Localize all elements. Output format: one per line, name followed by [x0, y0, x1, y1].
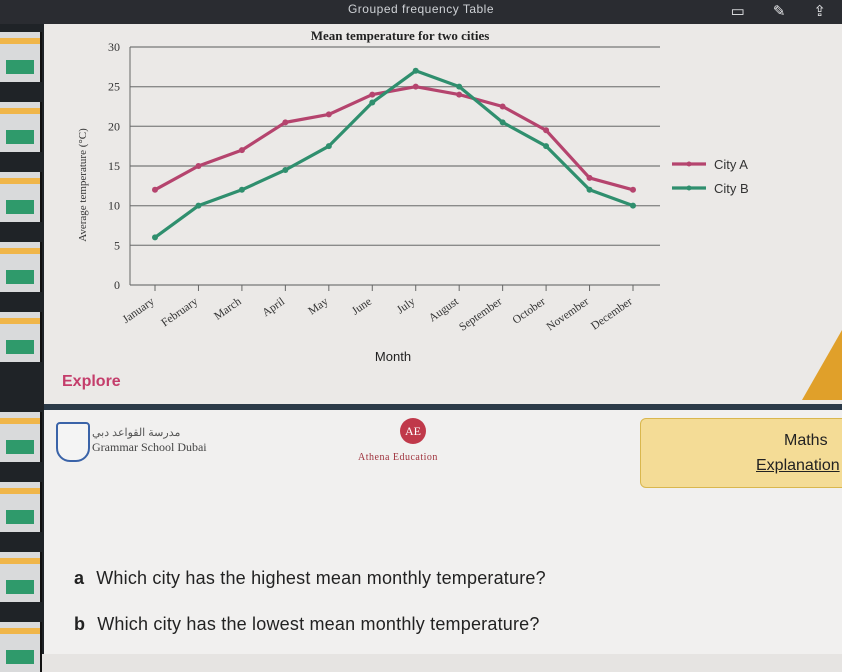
screen-icon[interactable]: ▭ — [730, 3, 745, 20]
question-label: b — [74, 614, 86, 634]
slide-thumbnail[interactable] — [0, 102, 42, 152]
slide-thumbnail[interactable] — [0, 32, 42, 82]
y-tick-label: 10 — [108, 199, 120, 213]
data-point — [586, 174, 593, 181]
data-point — [238, 186, 245, 193]
question-text: Which city has the highest mean monthly … — [96, 568, 546, 588]
data-point — [543, 143, 550, 150]
series-line — [154, 69, 634, 239]
x-tick-label: September — [457, 296, 504, 334]
slide-thumbnail[interactable] — [0, 552, 42, 602]
x-tick-label: October — [511, 296, 548, 327]
divider-bar — [44, 404, 842, 410]
slide-thumbnail[interactable] — [0, 312, 42, 362]
slide-thumbnail[interactable] — [0, 412, 42, 462]
x-tick-label: May — [306, 295, 330, 317]
section-label: Explanation — [756, 457, 840, 474]
school-name: Grammar School Dubai — [92, 440, 207, 454]
athena-education-text: Athena Education — [358, 452, 438, 463]
y-tick-label: 0 — [114, 278, 120, 292]
decorative-corner — [802, 330, 842, 400]
data-point — [630, 202, 636, 209]
explore-label: Explore — [62, 373, 121, 390]
y-tick-label: 15 — [108, 159, 120, 173]
data-point — [195, 202, 202, 209]
slide-thumbnail[interactable] — [0, 242, 42, 292]
data-point — [152, 234, 158, 241]
school-crest-icon — [56, 422, 90, 462]
slide-canvas — [44, 24, 842, 410]
x-tick-label: July — [395, 295, 418, 316]
share-icon[interactable]: ⇪ — [813, 3, 826, 20]
x-tick-label: November — [545, 296, 592, 334]
y-axis-label: Average temperature (°C) — [77, 128, 89, 242]
window-title: Grouped frequency Table — [347, 2, 495, 16]
y-tick-label: 20 — [108, 119, 120, 133]
data-point — [543, 127, 550, 134]
x-axis-label: Month — [375, 349, 411, 364]
x-tick-label: December — [589, 296, 635, 333]
data-point — [499, 119, 506, 126]
data-point — [195, 163, 202, 169]
data-point — [369, 91, 376, 98]
data-point — [152, 186, 158, 193]
question-b: b Which city has the lowest mean monthly … — [74, 614, 540, 635]
data-point — [630, 186, 636, 193]
x-tick-label: August — [427, 295, 462, 324]
data-point — [325, 111, 332, 118]
data-point — [282, 166, 289, 173]
legend-marker — [686, 185, 692, 191]
slide-thumbnails — [0, 24, 44, 672]
question-a: a Which city has the highest mean monthly… — [74, 568, 546, 589]
y-tick-label: 5 — [114, 238, 120, 252]
subject-box — [640, 418, 842, 488]
data-point — [282, 119, 289, 126]
data-point — [238, 147, 245, 154]
x-tick-label: January — [121, 295, 157, 325]
y-tick-label: 25 — [108, 80, 120, 94]
slide-thumbnail[interactable] — [0, 172, 42, 222]
question-text: Which city has the lowest mean monthly t… — [97, 614, 540, 634]
data-point — [586, 186, 593, 193]
chart-title: Mean temperature for two cities — [311, 28, 490, 43]
data-point — [456, 91, 463, 98]
series-line — [154, 85, 634, 192]
y-tick-label: 30 — [108, 40, 120, 54]
data-point — [499, 103, 506, 110]
x-tick-label: February — [159, 295, 200, 329]
x-tick-label: April — [260, 296, 287, 320]
data-point — [412, 83, 419, 90]
subject-label: Maths — [784, 432, 828, 449]
data-point — [456, 83, 463, 90]
pen-icon[interactable]: ✎ — [772, 3, 786, 20]
data-point — [412, 67, 419, 74]
window-titlebar: Grouped frequency Table ▭ ✎ ⇪ — [0, 0, 842, 24]
slide-thumbnail[interactable] — [0, 482, 42, 532]
x-tick-label: March — [212, 295, 244, 322]
data-point — [369, 99, 376, 106]
legend-label: City B — [714, 181, 749, 196]
x-tick-label: June — [350, 296, 374, 318]
legend-label: City A — [714, 157, 748, 172]
athena-logo-icon: AE — [400, 418, 426, 444]
question-label: a — [74, 568, 85, 588]
school-name-arabic: مدرسة القواعد دبي — [92, 427, 181, 439]
data-point — [325, 143, 332, 150]
legend-marker — [686, 161, 692, 167]
temperature-line-chart: Mean temperature for two cities 0 5 10 15 20… — [77, 28, 749, 364]
